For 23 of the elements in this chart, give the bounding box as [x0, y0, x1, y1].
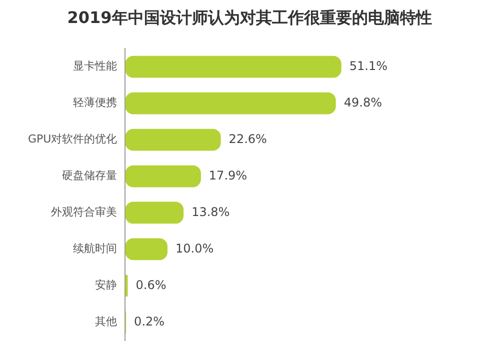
bar: [125, 92, 336, 114]
y-tick-label: 显卡性能: [73, 60, 118, 73]
bar: [125, 202, 184, 224]
bar: [125, 128, 221, 151]
bar: [125, 238, 168, 260]
y-tick-label: GPU对软件的优化: [28, 132, 118, 146]
data-label: 51.1%: [349, 58, 388, 73]
data-label: 0.6%: [136, 278, 166, 292]
y-tick-label: 续航时间: [73, 242, 118, 256]
data-label: 13.8%: [192, 204, 230, 219]
y-tick-label: 其他: [95, 315, 118, 328]
bar: [125, 56, 342, 78]
data-label: 10.0%: [176, 241, 214, 256]
y-tick-label: 安静: [95, 278, 118, 292]
y-tick-label: 外观符合审美: [51, 206, 118, 219]
y-tick-label: 轻薄便携: [73, 96, 118, 110]
data-label: 22.6%: [228, 132, 267, 146]
data-label: 49.8%: [344, 95, 382, 110]
y-tick-label: 硬盘储存量: [62, 169, 118, 182]
bar: [125, 165, 201, 188]
chart-title: 2019年中国设计师认为对其工作很重要的电脑特性: [66, 7, 433, 29]
data-label: 17.9%: [208, 168, 248, 182]
data-label: 0.2%: [134, 314, 165, 328]
